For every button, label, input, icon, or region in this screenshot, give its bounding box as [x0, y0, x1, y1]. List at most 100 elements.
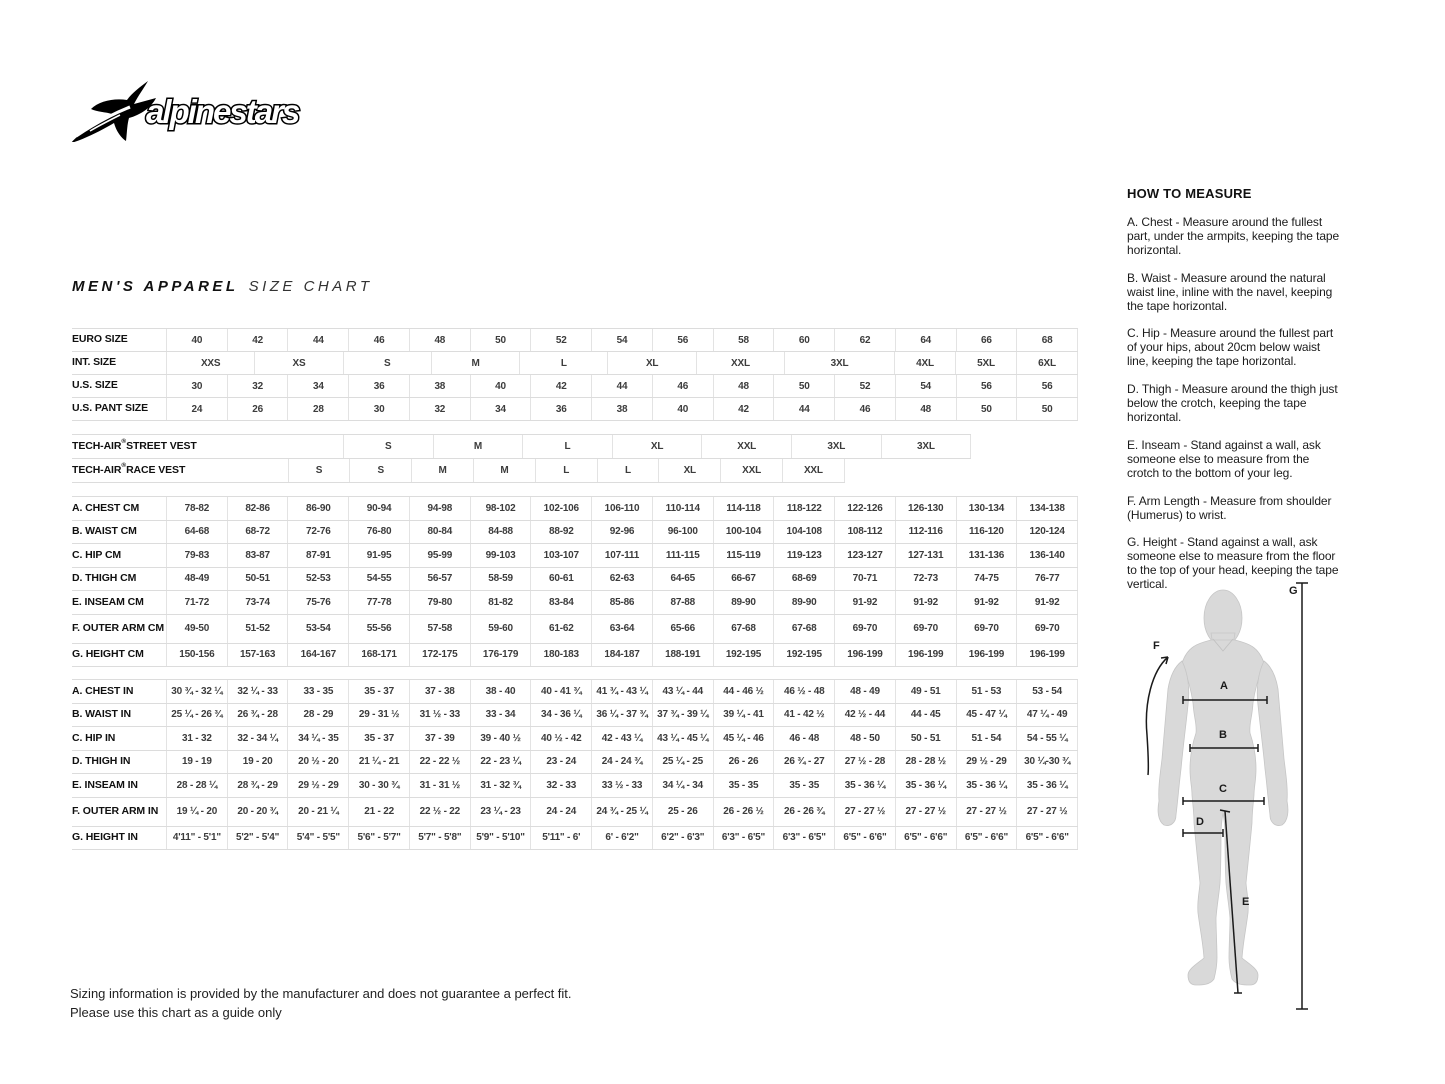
size-cell: 55-56 — [348, 614, 409, 643]
row-us-size: U.S. SIZE 30 32 34 36 38 40 42 44 46 48 50 52 54 56 56 — [72, 375, 1079, 398]
size-cell: 59-60 — [469, 614, 531, 643]
measure-instruction: E. Inseam - Stand against a wall, ask so… — [1127, 437, 1321, 480]
size-cell: 94-98 — [408, 497, 470, 520]
how-to-measure-items: A. Chest - Measure around the fullest pa… — [1127, 215, 1341, 592]
how-to-measure-panel: HOW TO MEASURE A. Chest - Measure around… — [1127, 186, 1341, 606]
size-cell: 53 - 54 — [1016, 680, 1079, 703]
disclaimer-line-2: Please use this chart as a guide only — [70, 1004, 282, 1020]
row-label: G. HEIGHT CM — [72, 648, 144, 661]
label-hip: C — [1219, 783, 1227, 795]
size-cell: 48 - 50 — [834, 727, 895, 750]
row-height-cm: G. HEIGHT CM 150-156 157-163 164-167 168-171… — [72, 643, 1079, 667]
size-cell: 40 - 41 ¾ — [530, 680, 591, 703]
size-cell: 76-77 — [1016, 567, 1079, 590]
size-cell: 91-92 — [955, 591, 1017, 614]
alpinestars-logo: alpinestars — [71, 81, 303, 142]
size-cell: 196-199 — [1016, 643, 1079, 666]
row-hip-cm: C. HIP CM 79-83 83-87 87-91 91-95 95-99 99-103… — [72, 544, 1079, 568]
size-cell: 68-69 — [773, 567, 834, 590]
size-cell: 62 — [834, 329, 895, 351]
size-cell: 5XL — [954, 352, 1016, 374]
size-cell: 77-78 — [348, 591, 409, 614]
size-cell: 131-136 — [955, 544, 1017, 567]
size-cell: 36 — [348, 375, 409, 397]
row-height-in: G. HEIGHT IN 4'11" - 5'1" 5'2" - 5'4" 5'4" … — [72, 826, 1079, 850]
size-cell: 31 - 32 — [166, 727, 227, 750]
size-cell: 35 - 36 ¼ — [834, 774, 895, 797]
size-cell: 25 - 26 — [651, 797, 713, 826]
size-cell: 32 - 33 — [530, 774, 591, 797]
size-cell: M — [432, 435, 523, 458]
size-cell: 48-49 — [166, 567, 227, 590]
size-cell: 39 - 40 ½ — [469, 727, 531, 750]
size-cell: 6'5" - 6'6" — [894, 826, 956, 849]
size-cell: 78-82 — [166, 497, 227, 520]
size-cell: 98-102 — [469, 497, 531, 520]
size-cell: 6'2" - 6'3" — [651, 826, 713, 849]
size-cell: 126-130 — [894, 497, 956, 520]
size-cell: 41 - 42 ½ — [773, 703, 834, 726]
size-cell: 5'4" - 5'5" — [287, 826, 348, 849]
size-cell: 168-171 — [348, 643, 409, 666]
size-cell: 67-68 — [712, 614, 774, 643]
size-cell: 196-199 — [894, 643, 956, 666]
size-cell: 192-195 — [712, 643, 774, 666]
row-label: F. OUTER ARM CM — [72, 621, 165, 634]
size-cell: 23 - 24 — [530, 750, 591, 773]
row-label: C. HIP CM — [72, 548, 122, 561]
size-cell: 91-92 — [834, 591, 895, 614]
measure-instruction: C. Hip - Measure around the fullest part… — [1127, 326, 1334, 369]
size-cell: 27 - 27 ½ — [1016, 797, 1079, 826]
row-waist-cm: B. WAIST CM 64-68 68-72 72-76 76-80 80-84 84-8… — [72, 520, 1079, 544]
size-cell: 157-163 — [226, 643, 288, 666]
size-cell: L — [519, 352, 607, 374]
size-cell: 82-86 — [226, 497, 288, 520]
size-cell: 24 - 24 — [530, 797, 591, 826]
label-waist: B — [1219, 729, 1227, 741]
size-cell: 192-195 — [773, 643, 834, 666]
size-cell: 27 ½ - 28 — [834, 750, 895, 773]
size-cell: 44 — [591, 375, 652, 397]
size-cell: 95-99 — [408, 544, 470, 567]
size-cell: XXL — [781, 459, 845, 482]
label-height: G — [1289, 585, 1298, 597]
row-label: B. WAIST IN — [72, 708, 131, 721]
size-cell: 50 — [1016, 398, 1079, 420]
row-label: TECH-AIR ® STREET VEST — [72, 438, 197, 452]
size-cell: 35 - 36 ¼ — [955, 774, 1017, 797]
size-cell: 184-187 — [591, 643, 652, 666]
size-cell: 6'3" - 6'5" — [773, 826, 834, 849]
size-cell: 79-83 — [166, 544, 227, 567]
size-cell: XL — [658, 459, 720, 482]
size-cell: 74-75 — [955, 567, 1017, 590]
size-cell: 50 — [773, 375, 834, 397]
size-cell: 56 — [1016, 375, 1079, 397]
label-chest: A — [1220, 680, 1228, 692]
size-cell: 60-61 — [530, 567, 591, 590]
size-cell: 25 ¼ - 25 — [651, 750, 713, 773]
row-label: F. OUTER ARM IN — [72, 804, 159, 817]
size-cell: 39 ¼ - 41 — [712, 703, 774, 726]
label-inseam: E — [1242, 896, 1249, 908]
size-cell: 88-92 — [530, 520, 591, 543]
size-cell: 56-57 — [408, 567, 470, 590]
size-cell: 51-52 — [226, 614, 288, 643]
size-cell: 36 ¼ - 37 ¾ — [591, 703, 652, 726]
size-cell: 21 ¼ - 21 — [348, 750, 409, 773]
size-cell: 22 - 22 ½ — [408, 750, 470, 773]
size-cell: 34 ¼ - 34 — [651, 774, 713, 797]
size-cell: 3XL — [880, 435, 972, 458]
row-label: A. CHEST IN — [72, 684, 134, 697]
row-outer-arm-in: F. OUTER ARM IN 19 ¼ - 20 20 - 20 ¾ 20 - 21… — [72, 797, 1079, 827]
size-cell: 46 ½ - 48 — [773, 680, 834, 703]
size-cell: 46 - 48 — [773, 727, 834, 750]
size-cell: 114-118 — [712, 497, 774, 520]
how-to-measure-heading: HOW TO MEASURE — [1127, 186, 1252, 201]
size-cell: 6'3" - 6'5" — [712, 826, 774, 849]
arm-length-line — [1145, 656, 1169, 776]
size-cell: 30 ¼-30 ¾ — [1016, 750, 1079, 773]
row-label: E. INSEAM CM — [72, 595, 144, 608]
size-cell: 34 — [287, 375, 348, 397]
size-cell: 25 ¼ - 26 ¾ — [166, 703, 227, 726]
size-cell: 72-73 — [894, 567, 956, 590]
